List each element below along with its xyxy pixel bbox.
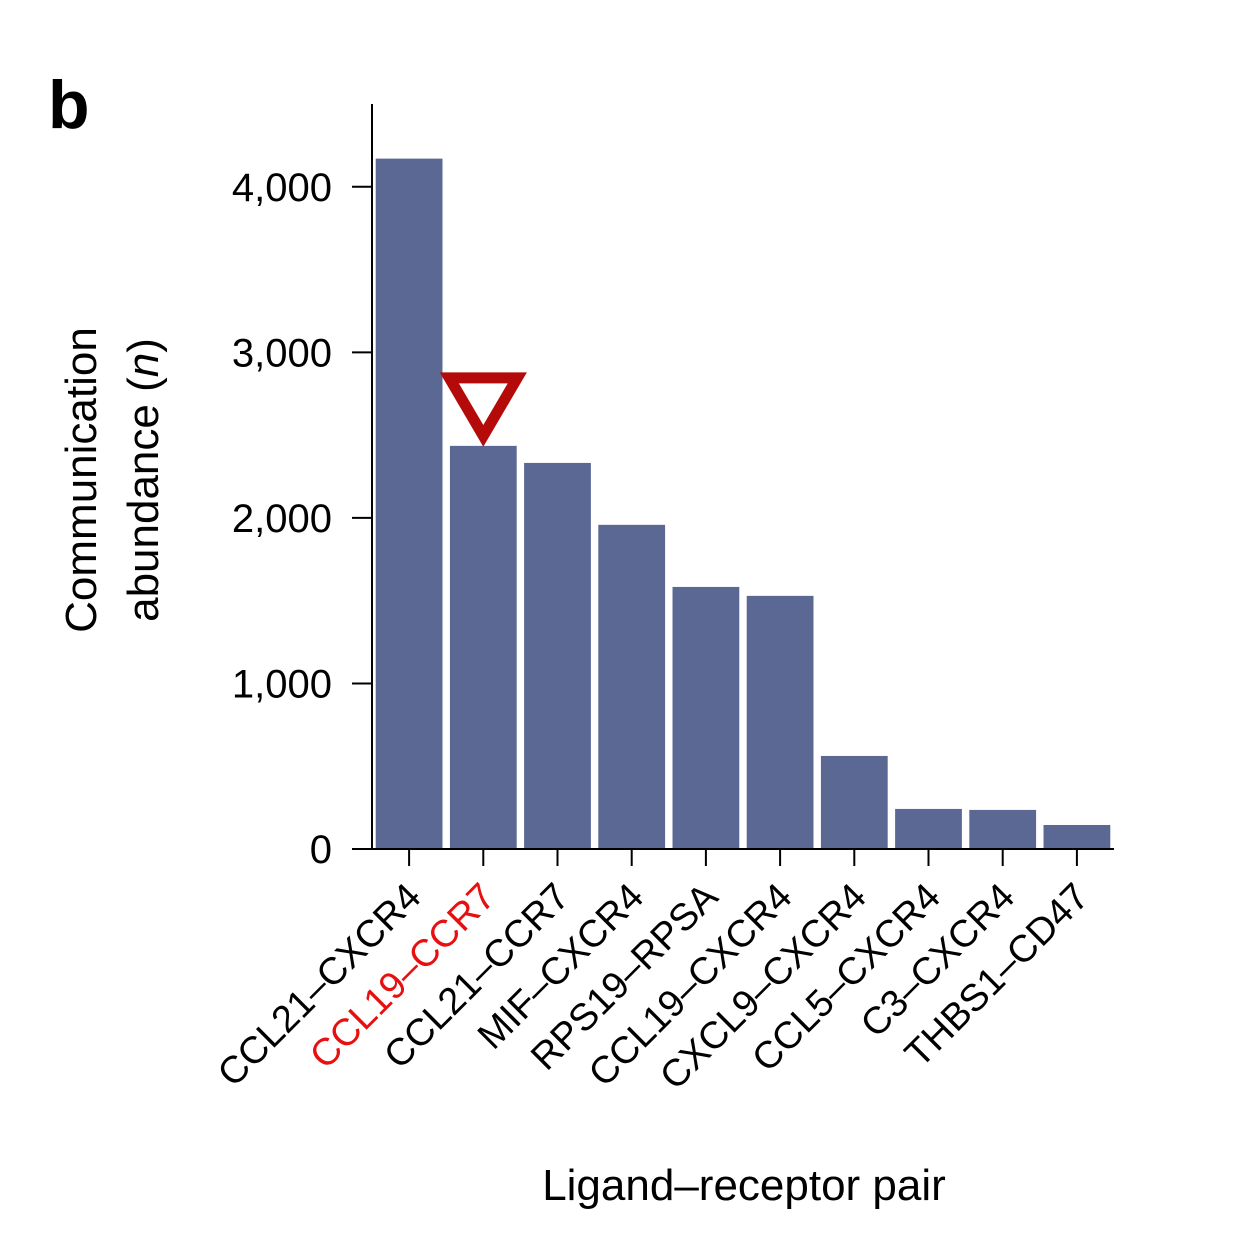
bar-2 (524, 462, 591, 849)
bar-4 (672, 586, 740, 849)
bar-5 (746, 595, 814, 849)
x-axis-label: Ligand–receptor pair (542, 1161, 946, 1210)
y-axis-label-line2: abundance (n) (119, 338, 168, 622)
y-tick-label-2: 2,000 (232, 497, 332, 541)
y-tick-label-1: 1,000 (232, 662, 332, 706)
bar-3 (598, 524, 666, 849)
y-tick-label-0: 0 (310, 828, 332, 872)
bar-9 (1043, 824, 1111, 849)
bar-6 (820, 755, 888, 849)
bar-8 (969, 809, 1037, 849)
y-axis-label: Communication abundance (n) (57, 327, 168, 633)
bar-0 (375, 158, 443, 850)
x-axis: CCL21–CXCR4CCL19–CCR7CCL21–CCR7MIF–CXCR4… (210, 848, 1114, 1098)
bars-group (375, 158, 1111, 850)
y-axis: 0 1,000 2,000 3,000 4,000 (232, 104, 373, 872)
y-axis-label-line1: Communication (57, 327, 106, 633)
highlight-triangle-marker-icon (439, 372, 527, 447)
marker-layer (439, 372, 527, 447)
y-tick-label-4: 4,000 (232, 166, 332, 210)
bar-1 (449, 445, 517, 849)
y-tick-label-3: 3,000 (232, 331, 332, 375)
bar-7 (895, 808, 962, 849)
panel-label: b (48, 67, 90, 143)
